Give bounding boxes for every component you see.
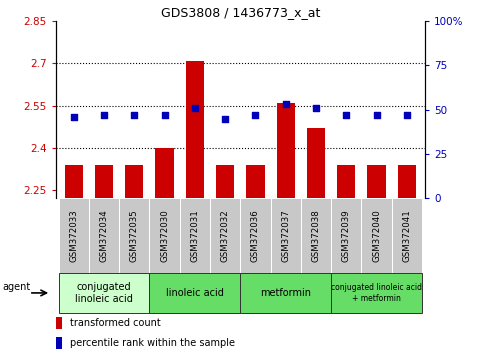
Bar: [301, 198, 331, 273]
Bar: [58, 273, 149, 313]
Text: GSM372031: GSM372031: [190, 209, 199, 262]
Point: [312, 105, 320, 111]
Text: GSM372036: GSM372036: [251, 209, 260, 262]
Bar: [180, 198, 210, 273]
Text: GSM372032: GSM372032: [221, 209, 229, 262]
Text: GSM372041: GSM372041: [402, 209, 412, 262]
Bar: [58, 198, 89, 273]
Title: GDS3808 / 1436773_x_at: GDS3808 / 1436773_x_at: [161, 6, 320, 19]
Point: [282, 102, 290, 107]
Bar: [331, 198, 361, 273]
Point: [130, 112, 138, 118]
Point: [373, 112, 381, 118]
Text: linoleic acid: linoleic acid: [166, 288, 224, 298]
Bar: [56, 337, 62, 349]
Point: [191, 105, 199, 111]
Text: GSM372033: GSM372033: [69, 209, 78, 262]
Point: [252, 112, 259, 118]
Bar: [65, 165, 83, 198]
Bar: [149, 198, 180, 273]
Bar: [307, 128, 325, 198]
Bar: [56, 316, 62, 329]
Text: GSM372034: GSM372034: [99, 209, 109, 262]
Bar: [95, 165, 113, 198]
Bar: [337, 165, 355, 198]
Point: [70, 114, 78, 120]
Text: metformin: metformin: [260, 288, 311, 298]
Bar: [392, 198, 422, 273]
Bar: [331, 273, 422, 313]
Text: percentile rank within the sample: percentile rank within the sample: [70, 338, 235, 348]
Point: [342, 112, 350, 118]
Bar: [186, 61, 204, 198]
Text: GSM372038: GSM372038: [312, 209, 321, 262]
Bar: [89, 198, 119, 273]
Point: [221, 116, 229, 121]
Text: GSM372039: GSM372039: [342, 209, 351, 262]
Text: GSM372037: GSM372037: [281, 209, 290, 262]
Bar: [119, 198, 149, 273]
Bar: [241, 273, 331, 313]
Bar: [241, 198, 270, 273]
Bar: [368, 165, 385, 198]
Point: [100, 112, 108, 118]
Text: GSM372035: GSM372035: [130, 209, 139, 262]
Bar: [398, 165, 416, 198]
Point: [161, 112, 169, 118]
Text: conjugated linoleic acid
+ metformin: conjugated linoleic acid + metformin: [331, 283, 422, 303]
Text: transformed count: transformed count: [70, 318, 160, 328]
Point: [403, 112, 411, 118]
Text: GSM372030: GSM372030: [160, 209, 169, 262]
Text: agent: agent: [2, 282, 31, 292]
Bar: [361, 198, 392, 273]
Bar: [149, 273, 241, 313]
Bar: [277, 103, 295, 198]
Bar: [246, 165, 265, 198]
Bar: [210, 198, 241, 273]
Bar: [156, 148, 174, 198]
Text: GSM372040: GSM372040: [372, 209, 381, 262]
Bar: [125, 165, 143, 198]
Bar: [216, 165, 234, 198]
Bar: [270, 198, 301, 273]
Text: conjugated
linoleic acid: conjugated linoleic acid: [75, 282, 133, 304]
